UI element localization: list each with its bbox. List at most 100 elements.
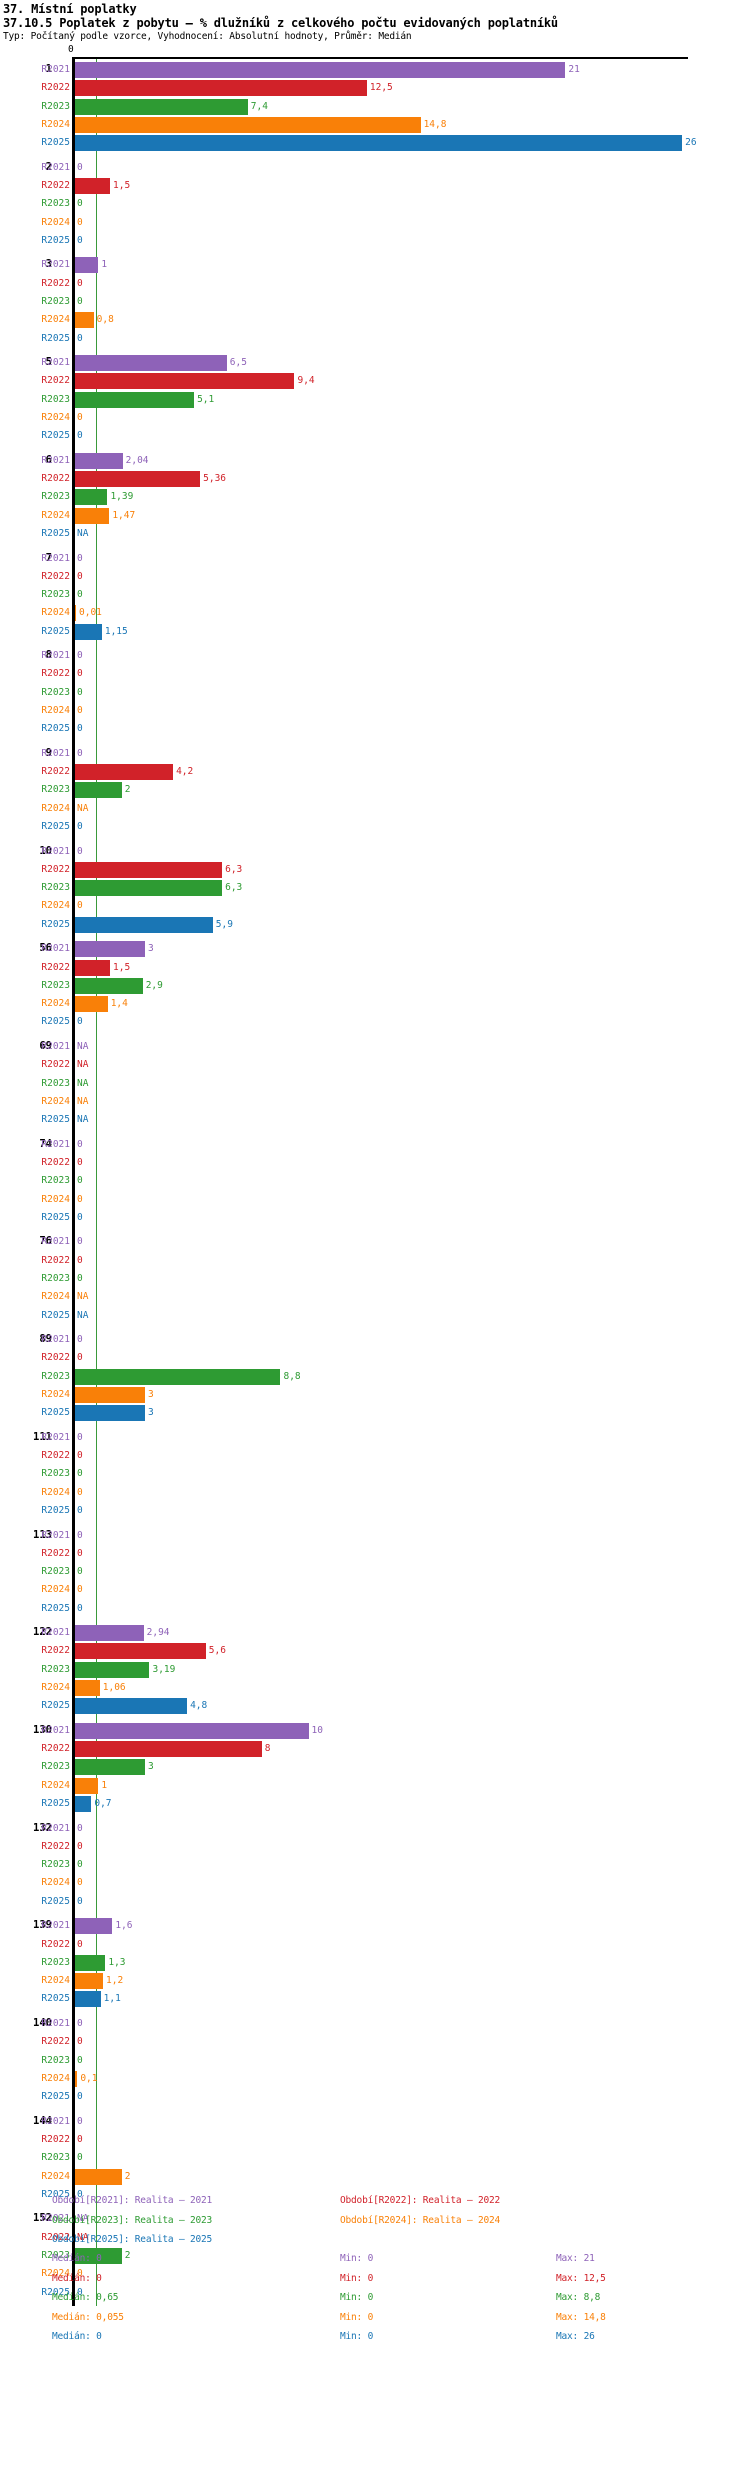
bar-r2023[interactable]	[75, 489, 108, 506]
bar-r2023[interactable]	[75, 1368, 281, 1385]
bar-row[interactable]: R2021 21	[0, 61, 750, 79]
bar-row[interactable]: R2024 2	[0, 2168, 750, 2186]
bar-row[interactable]: R2023 2	[0, 2247, 750, 2265]
bar-r2023[interactable]	[75, 2247, 122, 2264]
bar-row[interactable]: R2023 0	[0, 586, 750, 604]
bar-row[interactable]: R2021 0	[0, 1233, 750, 1251]
bar-r2024[interactable]	[75, 1777, 99, 1794]
bar-row[interactable]: R2024 1	[0, 1777, 750, 1795]
bar-row[interactable]: R2023 2,9	[0, 977, 750, 995]
bar-r2021[interactable]	[75, 257, 99, 274]
bar-row[interactable]: R2023 8,8	[0, 1368, 750, 1386]
bar-row[interactable]: R2022 5,36	[0, 470, 750, 488]
bar-row[interactable]: R2024 0,01	[0, 604, 750, 622]
bar-r2023[interactable]	[75, 391, 195, 408]
bar-row[interactable]: R2023 5,1	[0, 391, 750, 409]
bar-r2022[interactable]	[75, 1741, 262, 1758]
bar-row[interactable]: R2023 2	[0, 781, 750, 799]
bar-row[interactable]: R2021 10	[0, 1722, 750, 1740]
bar-r2024[interactable]	[75, 996, 108, 1013]
bar-row[interactable]: R2024 NA	[0, 800, 750, 818]
bar-row[interactable]: R2025 0	[0, 2088, 750, 2106]
bar-row[interactable]: R2023 0	[0, 1856, 750, 1874]
bar-row[interactable]: R2023 3	[0, 1758, 750, 1776]
bar-row[interactable]: R2024 0	[0, 2265, 750, 2283]
bar-r2024[interactable]	[75, 312, 94, 329]
bar-row[interactable]: R2022 0	[0, 1252, 750, 1270]
bar-r2022[interactable]	[75, 959, 111, 976]
bar-row[interactable]: R2021 2,94	[0, 1624, 750, 1642]
bar-row[interactable]: R2025 0	[0, 1013, 750, 1031]
bar-row[interactable]: R2025 NA	[0, 525, 750, 543]
bar-r2024[interactable]	[75, 2168, 122, 2185]
bar-row[interactable]: R2022 0	[0, 1936, 750, 1954]
bar-row[interactable]: R2021 0	[0, 1429, 750, 1447]
bar-row[interactable]: R2022 0	[0, 2033, 750, 2051]
bar-row[interactable]: R2022 0	[0, 1154, 750, 1172]
bar-r2025[interactable]	[75, 1991, 101, 2008]
bar-row[interactable]: R2021 0	[0, 1820, 750, 1838]
bar-row[interactable]: R2024 0	[0, 702, 750, 720]
bar-row[interactable]: R2024 1,4	[0, 995, 750, 1013]
bar-row[interactable]: R2023 0	[0, 293, 750, 311]
bar-row[interactable]: R2022 0	[0, 665, 750, 683]
bar-r2023[interactable]	[75, 1661, 150, 1678]
bar-row[interactable]: R2022 6,3	[0, 861, 750, 879]
bar-row[interactable]: R2021 0	[0, 843, 750, 861]
bar-row[interactable]: R2022 0	[0, 1349, 750, 1367]
bar-row[interactable]: R2021 0	[0, 159, 750, 177]
bar-row[interactable]: R2021 0	[0, 1136, 750, 1154]
bar-row[interactable]: R2022 0	[0, 568, 750, 586]
bar-r2025[interactable]	[75, 916, 213, 933]
bar-row[interactable]: R2021 1,6	[0, 1917, 750, 1935]
bar-row[interactable]: R2023 0	[0, 1172, 750, 1190]
bar-row[interactable]: R2024 0,8	[0, 311, 750, 329]
bar-row[interactable]: R2023 0	[0, 684, 750, 702]
bar-row[interactable]: R2024 0	[0, 1874, 750, 1892]
bar-row[interactable]: R2023 1,39	[0, 488, 750, 506]
bar-row[interactable]: R2025 5,9	[0, 916, 750, 934]
bar-r2023[interactable]	[75, 880, 223, 897]
bar-r2025[interactable]	[75, 1405, 146, 1422]
bar-row[interactable]: R2021 NA	[0, 1038, 750, 1056]
bar-row[interactable]: R2024 0,1	[0, 2070, 750, 2088]
bar-row[interactable]: R2024 14,8	[0, 116, 750, 134]
bar-row[interactable]: R2023 NA	[0, 1075, 750, 1093]
bar-r2023[interactable]	[75, 1954, 106, 1971]
bar-row[interactable]: R2024 0	[0, 214, 750, 232]
bar-r2023[interactable]	[75, 98, 248, 115]
bar-row[interactable]: R2023 0	[0, 2149, 750, 2167]
bar-r2022[interactable]	[75, 80, 367, 97]
bar-row[interactable]: R2021 0	[0, 745, 750, 763]
bar-row[interactable]: R2025 1,15	[0, 623, 750, 641]
bar-row[interactable]: R2022 1,5	[0, 177, 750, 195]
bar-row[interactable]: R2022 NA	[0, 1056, 750, 1074]
bar-r2021[interactable]	[75, 452, 123, 469]
bar-row[interactable]: R2025 0	[0, 720, 750, 738]
bar-row[interactable]: R2025 0	[0, 427, 750, 445]
bar-row[interactable]: R2024 0	[0, 1484, 750, 1502]
bar-row[interactable]: R2024 1,47	[0, 507, 750, 525]
bar-row[interactable]: R2025 3	[0, 1404, 750, 1422]
bar-r2022[interactable]	[75, 177, 111, 194]
bar-row[interactable]: R2025 0	[0, 232, 750, 250]
bar-r2025[interactable]	[75, 135, 683, 152]
bar-row[interactable]: R2022 9,4	[0, 372, 750, 390]
bar-row[interactable]: R2021 3	[0, 940, 750, 958]
bar-row[interactable]: R2025 0	[0, 818, 750, 836]
bar-row[interactable]: R2022 8	[0, 1740, 750, 1758]
bar-r2022[interactable]	[75, 861, 223, 878]
bar-row[interactable]: R2025 1,1	[0, 1990, 750, 2008]
bar-row[interactable]: R2021 6,5	[0, 354, 750, 372]
bar-row[interactable]: R2021 NA	[0, 2210, 750, 2228]
bar-row[interactable]: R2025 26	[0, 134, 750, 152]
bar-row[interactable]: R2023 0	[0, 1270, 750, 1288]
bar-r2025[interactable]	[75, 623, 102, 640]
bar-r2024[interactable]	[75, 507, 110, 524]
bar-r2021[interactable]	[75, 1625, 144, 1642]
bar-row[interactable]: R2025 0	[0, 1893, 750, 1911]
bar-row[interactable]: R2025 0	[0, 330, 750, 348]
bar-r2024[interactable]	[75, 1973, 104, 1990]
bar-row[interactable]: R2023 0	[0, 2052, 750, 2070]
bar-r2022[interactable]	[75, 373, 295, 390]
